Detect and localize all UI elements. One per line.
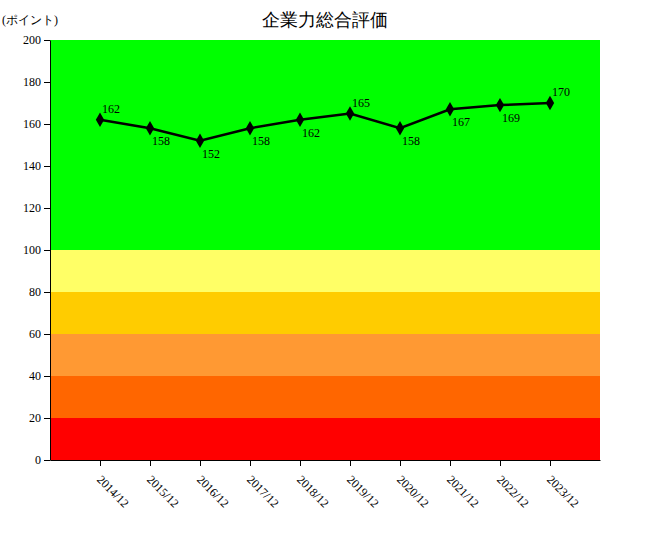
y-tick-label: 180 xyxy=(23,75,41,89)
y-tick: 160 xyxy=(23,117,50,131)
x-axis: 2014/12 2015/12 2016/12 2017/12 2018/12 2019/… xyxy=(51,460,601,510)
x-tick-label: 2021/12 xyxy=(444,473,482,511)
band xyxy=(50,292,600,334)
y-tick-mark xyxy=(44,82,50,83)
y-tick-label: 200 xyxy=(23,33,41,47)
x-tick: 2019/12 xyxy=(344,460,382,510)
y-tick-mark xyxy=(44,166,50,167)
y-tick-label: 100 xyxy=(23,243,41,257)
x-tick-label: 2015/12 xyxy=(144,473,182,511)
x-tick-label: 2019/12 xyxy=(344,473,382,511)
y-tick-mark xyxy=(44,250,50,251)
data-label: 162 xyxy=(102,102,120,116)
y-tick-mark xyxy=(44,334,50,335)
y-tick-label: 20 xyxy=(29,411,41,425)
y-tick-mark xyxy=(44,460,50,461)
data-label: 158 xyxy=(402,134,420,148)
y-tick-mark xyxy=(44,124,50,125)
data-label: 162 xyxy=(302,126,320,140)
y-tick: 120 xyxy=(23,201,50,215)
band xyxy=(50,40,600,250)
y-tick-label: 160 xyxy=(23,117,41,131)
y-tick: 60 xyxy=(29,327,50,341)
x-axis-line xyxy=(51,460,601,461)
x-tick-mark xyxy=(150,460,151,466)
band xyxy=(50,250,600,292)
y-tick-mark xyxy=(44,292,50,293)
x-tick: 2017/12 xyxy=(244,460,282,510)
y-tick-label: 80 xyxy=(29,285,41,299)
y-tick: 180 xyxy=(23,75,50,89)
x-tick: 2023/12 xyxy=(544,460,582,510)
x-tick-mark xyxy=(200,460,201,466)
x-tick-mark xyxy=(500,460,501,466)
data-label: 169 xyxy=(502,111,520,125)
chart: 企業力総合評価 (ポイント) 0 20 40 60 80 100 120 140 160 180 200… xyxy=(0,0,650,540)
data-label: 167 xyxy=(452,115,470,129)
y-axis: 0 20 40 60 80 100 120 140 160 180 200 xyxy=(23,33,51,467)
x-tick-label: 2017/12 xyxy=(244,473,282,511)
data-label: 152 xyxy=(202,147,220,161)
y-tick-mark xyxy=(44,376,50,377)
x-tick-label: 2018/12 xyxy=(294,473,332,511)
x-tick-mark xyxy=(550,460,551,466)
data-label: 158 xyxy=(252,134,270,148)
y-tick: 100 xyxy=(23,243,50,257)
x-tick-label: 2016/12 xyxy=(194,473,232,511)
x-tick-label: 2022/12 xyxy=(494,473,532,511)
x-tick: 2015/12 xyxy=(144,460,182,510)
bands xyxy=(50,40,600,460)
y-tick: 140 xyxy=(23,159,50,173)
x-tick: 2016/12 xyxy=(194,460,232,510)
y-tick-label: 40 xyxy=(29,369,41,383)
band xyxy=(50,334,600,376)
x-tick-mark xyxy=(250,460,251,466)
y-tick-label: 0 xyxy=(35,453,41,467)
x-tick-label: 2014/12 xyxy=(94,473,132,511)
x-tick-label: 2023/12 xyxy=(544,473,582,511)
y-tick: 80 xyxy=(29,285,50,299)
band xyxy=(50,376,600,418)
x-tick: 2020/12 xyxy=(394,460,432,510)
x-tick-label: 2020/12 xyxy=(394,473,432,511)
y-tick-mark xyxy=(44,40,50,41)
data-label: 165 xyxy=(352,96,370,110)
x-tick-mark xyxy=(350,460,351,466)
y-axis-title: (ポイント) xyxy=(2,13,58,27)
y-tick-label: 140 xyxy=(23,159,41,173)
x-tick: 2018/12 xyxy=(294,460,332,510)
y-tick-label: 120 xyxy=(23,201,41,215)
data-label: 158 xyxy=(152,134,170,148)
data-labels: 162 158 152 158 162 165 158 167 169 170 xyxy=(102,85,570,161)
y-tick: 200 xyxy=(23,33,50,47)
x-tick-mark xyxy=(100,460,101,466)
y-tick-mark xyxy=(44,208,50,209)
x-tick: 2021/12 xyxy=(444,460,482,510)
y-tick-label: 60 xyxy=(29,327,41,341)
y-tick: 20 xyxy=(29,411,50,425)
x-tick-mark xyxy=(450,460,451,466)
x-tick: 2022/12 xyxy=(494,460,532,510)
y-tick: 0 xyxy=(35,453,50,467)
data-label: 170 xyxy=(552,85,570,99)
y-tick: 40 xyxy=(29,369,50,383)
x-tick: 2014/12 xyxy=(94,460,132,510)
title: 企業力総合評価 xyxy=(262,10,388,30)
y-axis-line xyxy=(50,41,51,461)
plot xyxy=(96,96,554,148)
x-tick-mark xyxy=(300,460,301,466)
band xyxy=(50,418,600,460)
y-tick-mark xyxy=(44,418,50,419)
x-tick-mark xyxy=(400,460,401,466)
